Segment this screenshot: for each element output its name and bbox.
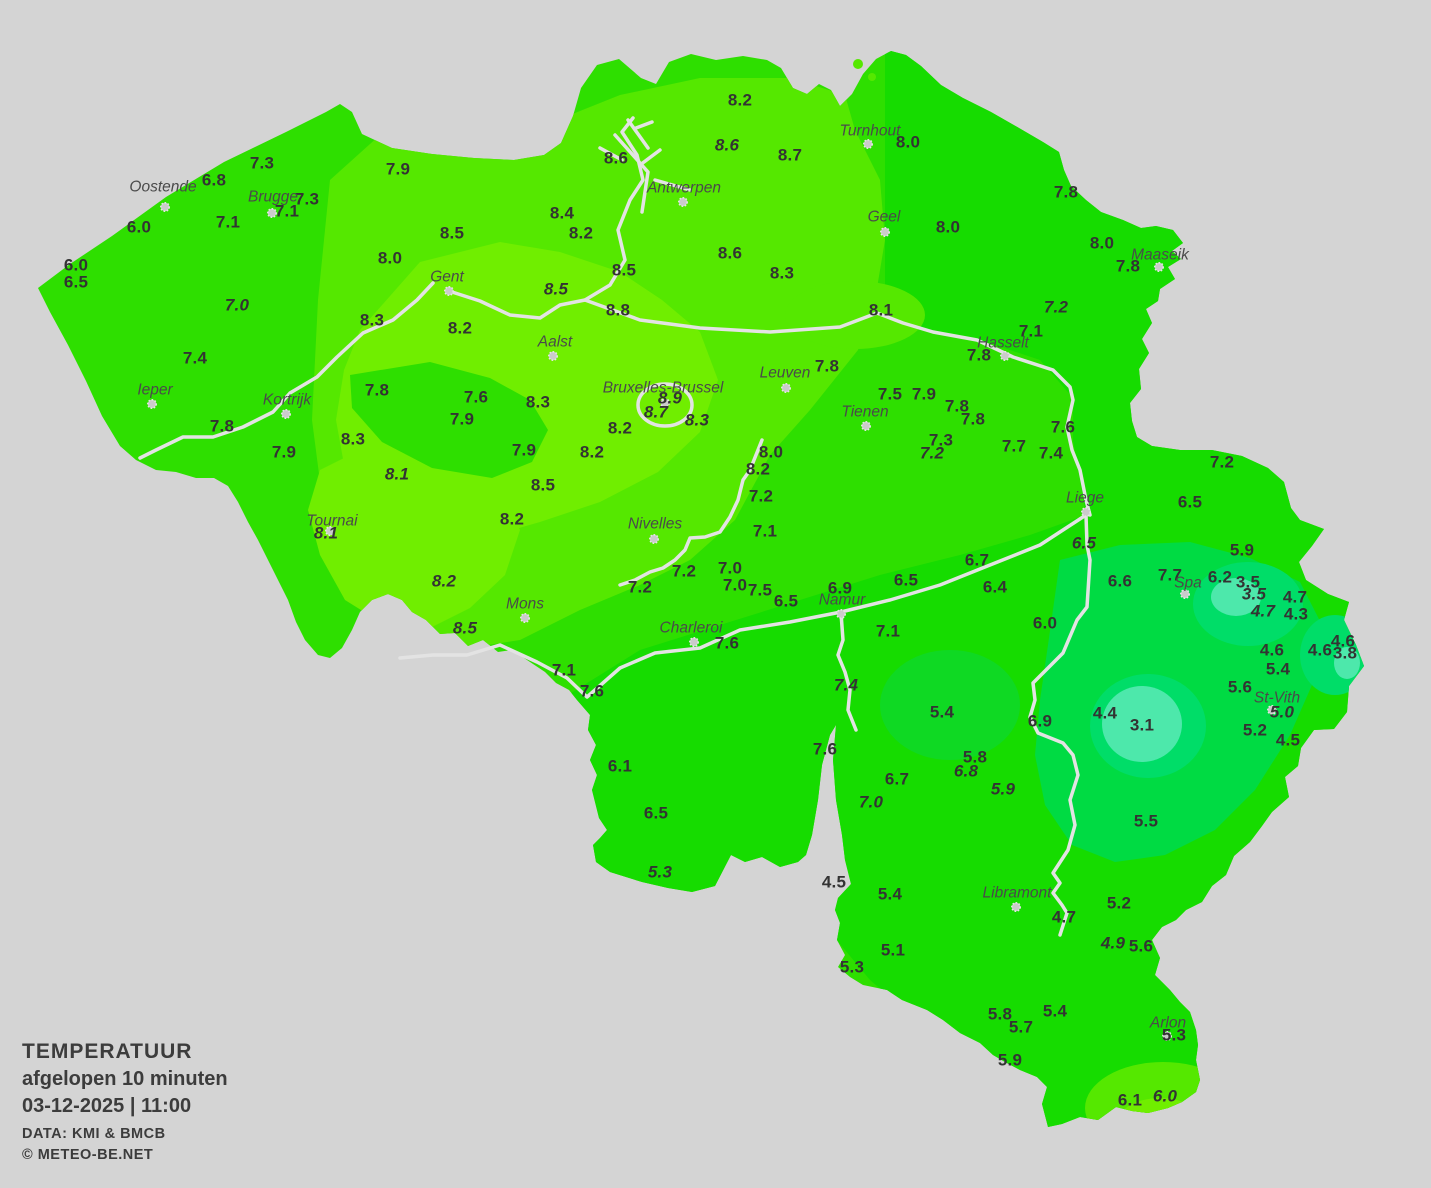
- city-dot: [677, 197, 688, 208]
- city-dot: [1162, 1031, 1173, 1042]
- city-dot: [999, 350, 1010, 361]
- city-dots: [147, 139, 1278, 1042]
- map-title: TEMPERATUUR: [22, 1040, 193, 1063]
- map-datetime: 03-12-2025 | 11:00: [22, 1095, 192, 1117]
- city-dot: [280, 408, 291, 419]
- city-dot: [860, 420, 871, 431]
- city-dot: [443, 285, 454, 296]
- city-dot: [780, 382, 791, 393]
- city-dot: [1180, 588, 1191, 599]
- city-dot: [688, 636, 699, 647]
- city-dot: [862, 139, 873, 150]
- city-dot: [266, 208, 277, 219]
- city-dot: [1010, 901, 1021, 912]
- copyright: © METEO-BE.NET: [22, 1147, 154, 1163]
- city-dot: [547, 350, 558, 361]
- city-dot: [147, 398, 158, 409]
- city-dot: [519, 612, 530, 623]
- boundary-lines: [138, 116, 1092, 937]
- city-dot: [324, 525, 335, 536]
- city-dot: [160, 202, 171, 213]
- city-dot: [879, 227, 890, 238]
- city-dot: [648, 533, 659, 544]
- city-dot: [835, 608, 846, 619]
- data-source: DATA: KMI & BMCB: [22, 1126, 166, 1142]
- city-dot: [1154, 261, 1165, 272]
- city-dot: [1267, 704, 1278, 715]
- map-subtitle: afgelopen 10 minuten: [22, 1068, 228, 1090]
- city-dot: [1081, 506, 1092, 517]
- map-legend: TEMPERATUUR afgelopen 10 minuten 03-12-2…: [22, 1040, 228, 1163]
- city-dot: [659, 397, 670, 408]
